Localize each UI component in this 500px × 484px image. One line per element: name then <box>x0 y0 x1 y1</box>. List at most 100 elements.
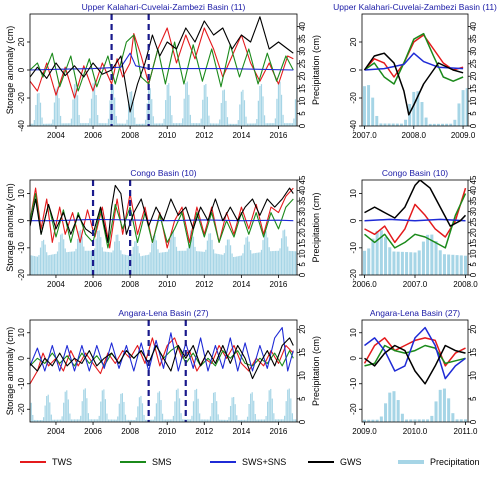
precip-bar <box>216 123 218 126</box>
precip-bar <box>73 251 76 275</box>
precip-bar <box>84 123 86 126</box>
precip-bar <box>293 419 295 422</box>
precip-bar <box>226 117 229 126</box>
x-tick-label: 2006 <box>84 280 102 289</box>
precip-bar <box>44 244 46 275</box>
series-line-tws <box>30 27 294 99</box>
precip-bar <box>211 239 213 275</box>
precip-bar <box>459 419 463 422</box>
precip-bar <box>282 419 284 422</box>
precip-bar <box>135 417 137 422</box>
precip-bar <box>114 241 116 275</box>
precip-bar <box>33 419 35 422</box>
precip-bar <box>234 404 236 422</box>
precip-bar <box>455 255 459 275</box>
precip-bar <box>203 251 205 275</box>
precip-bar <box>103 123 105 126</box>
precip-bar <box>154 234 156 275</box>
precip-bar <box>273 413 275 422</box>
precip-bar <box>263 115 266 126</box>
precip-bar <box>367 419 371 422</box>
precip-bar <box>237 256 239 275</box>
precip-bar <box>32 123 34 126</box>
precip-bar <box>217 123 219 126</box>
precip-bar <box>194 389 196 422</box>
precip-bar <box>98 123 100 126</box>
precip-bar <box>288 250 290 275</box>
precip-bar <box>209 123 212 126</box>
y-axis-label-right: Precipitation (cm) <box>311 35 321 105</box>
precip-bar <box>41 241 43 275</box>
legend: TWS SMS SWS+SNS GWS Precipitation <box>20 457 480 467</box>
precip-bar <box>171 231 173 275</box>
precip-bar <box>56 419 59 422</box>
precip-bar <box>282 114 284 126</box>
y-tick-label-right: 30 <box>298 207 307 216</box>
precip-bar <box>109 419 111 422</box>
precip-bar <box>254 413 256 422</box>
precip-bar <box>421 419 425 422</box>
precip-bar <box>242 89 244 126</box>
precip-bar <box>129 419 131 422</box>
precip-bar <box>432 123 436 126</box>
precip-bars <box>30 81 297 126</box>
precip-bar <box>191 415 193 422</box>
precip-bar <box>200 118 202 126</box>
precip-bar <box>140 395 142 422</box>
y-tick-label-right: 10 <box>469 249 478 258</box>
precip-bar <box>171 419 173 422</box>
precip-bar <box>35 419 37 422</box>
precip-bar <box>107 252 110 275</box>
precip-bar <box>177 388 179 422</box>
precip-bar <box>66 252 68 275</box>
precip-bar <box>144 419 147 422</box>
x-tick-label: 2012 <box>195 131 213 140</box>
precip-bar <box>212 123 215 126</box>
precip-bar <box>186 419 188 422</box>
precip-bar <box>265 416 267 422</box>
y-tick-label-right: 35 <box>469 196 478 205</box>
precip-bar <box>284 123 286 126</box>
panel-title: Angara-Lena Basin (27) <box>370 308 460 318</box>
precip-bar <box>115 419 117 422</box>
precip-bar <box>293 251 295 275</box>
precip-bar <box>49 254 51 275</box>
precip-bar <box>447 254 451 275</box>
precip-bars <box>363 230 467 275</box>
precip-bar <box>80 123 82 126</box>
precip-bar <box>270 388 272 422</box>
x-tick-label: 2004 <box>47 427 65 436</box>
precip-bar <box>124 414 127 422</box>
precip-bar <box>363 419 367 422</box>
precip-bar <box>93 81 96 126</box>
y-tick-label-left: -40 <box>17 120 26 132</box>
precip-bar <box>161 413 164 422</box>
precip-bar <box>154 123 156 126</box>
precip-bar <box>197 251 199 275</box>
precip-bar <box>168 83 170 126</box>
y-tick-label-right: 10 <box>298 371 307 380</box>
precip-bar <box>126 255 128 275</box>
precip-bar <box>408 103 412 126</box>
precip-bar <box>271 398 273 422</box>
precip-bar <box>183 419 185 422</box>
precip-bar <box>367 248 371 275</box>
precip-bar <box>400 251 404 275</box>
precip-bar <box>288 123 290 126</box>
precip-bar <box>375 230 379 275</box>
precip-bar <box>434 241 438 275</box>
precip-bar <box>212 392 215 422</box>
precip-bar <box>166 251 168 275</box>
precip-bar <box>106 123 108 126</box>
precip-bar <box>171 115 173 126</box>
precip-bar <box>245 419 247 422</box>
precip-bar <box>53 102 56 126</box>
precip-bar <box>242 253 244 275</box>
precip-bar <box>291 413 293 422</box>
precip-bar <box>205 249 207 275</box>
precip-bar <box>131 254 133 275</box>
precip-bar <box>191 229 193 275</box>
y-tick-label-right: 35 <box>298 34 307 43</box>
y-tick-label-right: 15 <box>469 347 478 356</box>
y-tick-label-left: -10 <box>17 377 26 389</box>
